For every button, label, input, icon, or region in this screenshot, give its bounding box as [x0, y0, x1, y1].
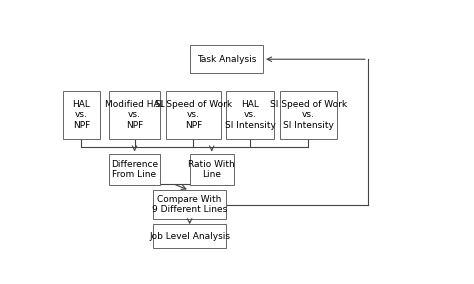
FancyBboxPatch shape	[280, 91, 337, 139]
FancyBboxPatch shape	[227, 91, 274, 139]
Text: SI Speed of Work
vs.
NPF: SI Speed of Work vs. NPF	[155, 100, 232, 130]
Text: HAL
vs.
SI Intensity: HAL vs. SI Intensity	[225, 100, 276, 130]
FancyBboxPatch shape	[109, 91, 160, 139]
Text: HAL
vs.
NPF: HAL vs. NPF	[73, 100, 90, 130]
FancyBboxPatch shape	[166, 91, 221, 139]
Text: Task Analysis: Task Analysis	[197, 55, 256, 64]
FancyBboxPatch shape	[63, 91, 100, 139]
FancyBboxPatch shape	[109, 154, 160, 185]
FancyBboxPatch shape	[153, 224, 227, 248]
Text: Compare With
9 Different Lines: Compare With 9 Different Lines	[152, 195, 228, 214]
Text: Modified HAL
vs.
NPF: Modified HAL vs. NPF	[105, 100, 164, 130]
FancyBboxPatch shape	[153, 191, 227, 219]
Text: SI Speed of Work
vs.
SI Intensity: SI Speed of Work vs. SI Intensity	[270, 100, 346, 130]
Text: Ratio With
Line: Ratio With Line	[188, 160, 235, 179]
Text: Difference
From Line: Difference From Line	[111, 160, 158, 179]
FancyBboxPatch shape	[190, 154, 234, 185]
Text: Job Level Analysis: Job Level Analysis	[149, 232, 230, 241]
FancyBboxPatch shape	[190, 45, 263, 74]
